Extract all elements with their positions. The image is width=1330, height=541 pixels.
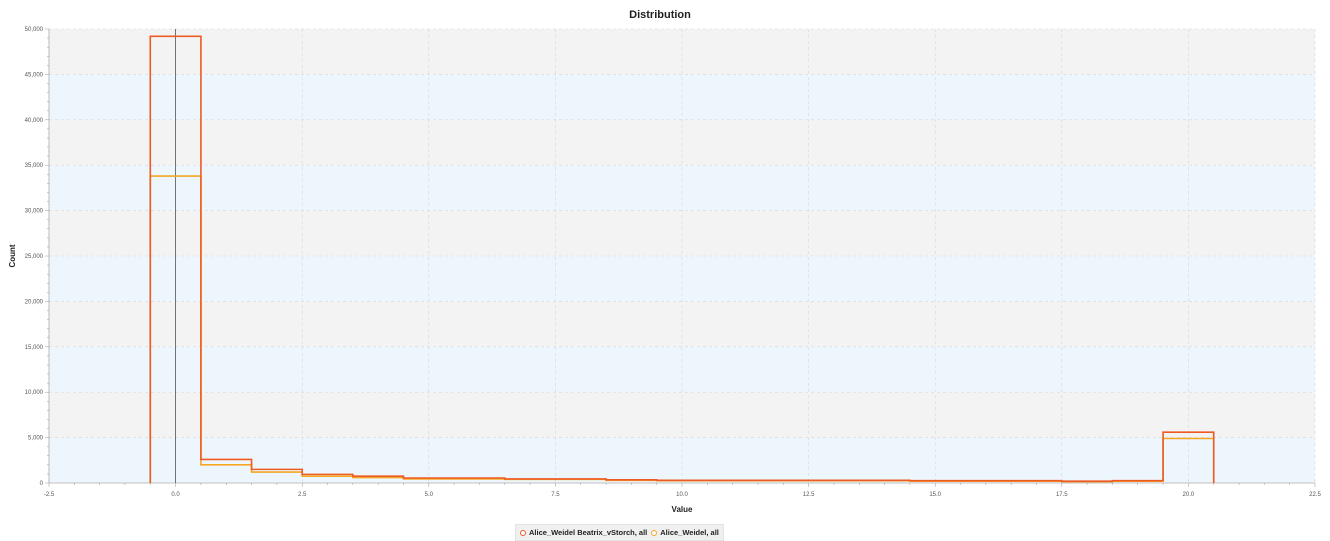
y-axis-ticks: 0 5,000 10,000 15,000 20,000 25,000 30,000 35,0… <box>25 27 49 487</box>
x-tick-label: 22.5 <box>1309 492 1321 498</box>
x-axis-ticks: -2.5 0.0 2.5 5.0 7.5 10.0 12.5 15.0 17.5 20.0 22.5 <box>44 483 1321 498</box>
y-tick-label: 10,000 <box>25 390 44 396</box>
y-tick-label: 5,000 <box>28 436 44 442</box>
legend-label: Alice_Weidel, all <box>660 528 719 537</box>
x-tick-label: 2.5 <box>298 492 307 498</box>
y-tick-label: 30,000 <box>25 209 44 215</box>
y-tick-label: 20,000 <box>25 299 44 305</box>
x-tick-label: 7.5 <box>551 492 560 498</box>
y-tick-label: 45,000 <box>25 72 44 78</box>
legend-item-series-2[interactable]: Alice_Weidel, all <box>651 528 719 537</box>
legend-label: Alice_Weidel Beatrix_vStorch, all <box>529 528 648 537</box>
x-tick-label: 15.0 <box>929 492 941 498</box>
y-tick-label: 50,000 <box>25 27 44 33</box>
legend-item-series-1[interactable]: Alice_Weidel Beatrix_vStorch, all <box>520 528 647 537</box>
x-tick-label: 5.0 <box>425 492 434 498</box>
x-tick-label: 20.0 <box>1183 492 1195 498</box>
y-tick-label: 40,000 <box>25 118 44 124</box>
y-tick-label: 15,000 <box>25 345 44 351</box>
histogram-series <box>149 35 1215 483</box>
circle-marker-icon <box>651 529 658 536</box>
circle-marker-icon <box>520 529 526 536</box>
x-tick-label: 12.5 <box>803 492 815 498</box>
chart-title: Distribution <box>629 9 691 21</box>
y-tick-label: 25,000 <box>25 254 44 260</box>
x-tick-label: 10.0 <box>676 492 688 498</box>
y-axis-title: Count <box>8 244 17 267</box>
x-tick-label: 17.5 <box>1056 492 1068 498</box>
y-tick-label: 35,000 <box>25 163 44 169</box>
x-tick-label: -2.5 <box>44 492 55 498</box>
x-tick-label: 0.0 <box>171 492 180 498</box>
y-tick-label: 0 <box>40 481 44 487</box>
series-line-1 <box>149 35 1215 483</box>
x-axis-title: Value <box>672 505 693 514</box>
chart-legend: Alice_Weidel Beatrix_vStorch, all Alice_… <box>515 524 724 541</box>
